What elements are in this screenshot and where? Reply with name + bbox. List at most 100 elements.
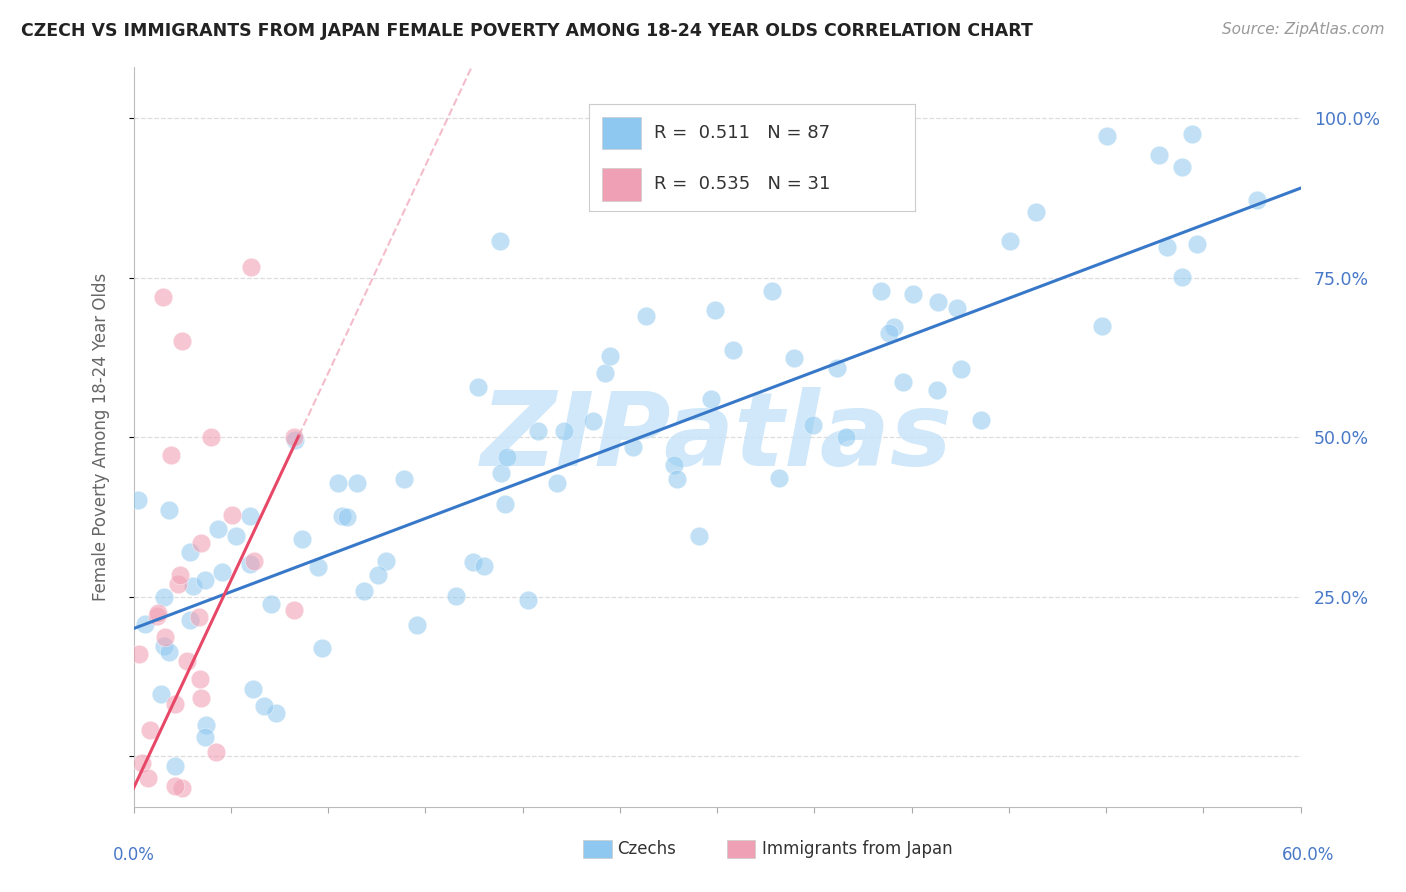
Point [221,508,243,523]
Text: CZECH VS IMMIGRANTS FROM JAPAN FEMALE POVERTY AMONG 18-24 YEAR OLDS CORRELATION : CZECH VS IMMIGRANTS FROM JAPAN FEMALE PO… [21,22,1033,40]
Point [163,779,186,793]
Point [553,425,575,439]
Point [225,529,247,543]
Point [546,476,568,491]
Point [1170,270,1192,285]
Point [200,430,222,444]
Point [467,380,489,394]
Point [152,290,174,304]
Point [211,566,233,580]
Text: 0.0%: 0.0% [112,846,155,863]
Point [582,414,605,428]
Text: ZIPatlas: ZIPatlas [481,386,953,488]
Point [190,691,212,706]
Point [207,522,229,536]
Point [242,682,264,697]
Point [142,847,165,862]
Point [494,497,516,511]
Point [970,413,993,427]
Point [634,310,657,324]
Point [194,573,217,587]
Point [239,260,262,274]
Point [205,745,228,759]
Point [160,448,183,462]
Point [516,593,538,607]
Point [998,235,1021,249]
Point [291,532,314,546]
Point [283,602,305,616]
Point [187,610,209,624]
Point [662,458,685,472]
Point [527,425,550,439]
Point [877,326,900,340]
Point [157,503,180,517]
Point [721,343,744,358]
Point [927,383,949,397]
Point [176,655,198,669]
Point [761,284,783,298]
Text: Source: ZipAtlas.com: Source: ZipAtlas.com [1222,22,1385,37]
Point [406,618,429,632]
Point [474,558,496,573]
Point [157,645,180,659]
Point [163,759,186,773]
Point [927,295,949,310]
Point [353,583,375,598]
Point [139,723,162,737]
Point [139,854,162,868]
Point [1090,319,1112,334]
Point [783,351,806,365]
Point [172,780,194,795]
Y-axis label: Female Poverty Among 18-24 Year Olds: Female Poverty Among 18-24 Year Olds [91,273,110,601]
Point [326,475,349,490]
Point [134,617,156,632]
Point [1147,148,1170,162]
Point [593,366,616,380]
Point [1171,160,1194,174]
Point [883,319,905,334]
Point [1181,127,1204,141]
Point [308,559,330,574]
Point [260,597,283,611]
Point [127,493,149,508]
Point [181,579,204,593]
Point [801,417,824,432]
Point [172,334,194,349]
Point [891,375,914,389]
Point [148,606,170,620]
Point [375,554,398,568]
Point [194,731,217,745]
Point [688,529,710,543]
Point [136,771,159,785]
Point [1185,237,1208,252]
Point [156,887,179,892]
Point [330,508,353,523]
Point [239,508,262,523]
Point [835,430,858,444]
Point [253,699,276,714]
Point [1025,205,1047,219]
Point [489,234,512,248]
Point [599,349,621,363]
Point [190,536,212,550]
Point [903,286,925,301]
Point [851,161,873,175]
Point [179,545,201,559]
Point [700,392,723,407]
Point [149,687,172,701]
Point [311,641,333,656]
Point [392,471,415,485]
Point [945,301,967,316]
Point [1095,128,1118,143]
Point [461,555,484,569]
Point [153,590,176,604]
Point [949,361,972,376]
Point [495,450,517,464]
Point [153,630,176,644]
Point [870,284,893,298]
Point [153,640,176,654]
Text: 60.0%: 60.0% [1281,846,1334,863]
Point [195,718,218,732]
Point [155,861,177,875]
Point [703,302,725,317]
